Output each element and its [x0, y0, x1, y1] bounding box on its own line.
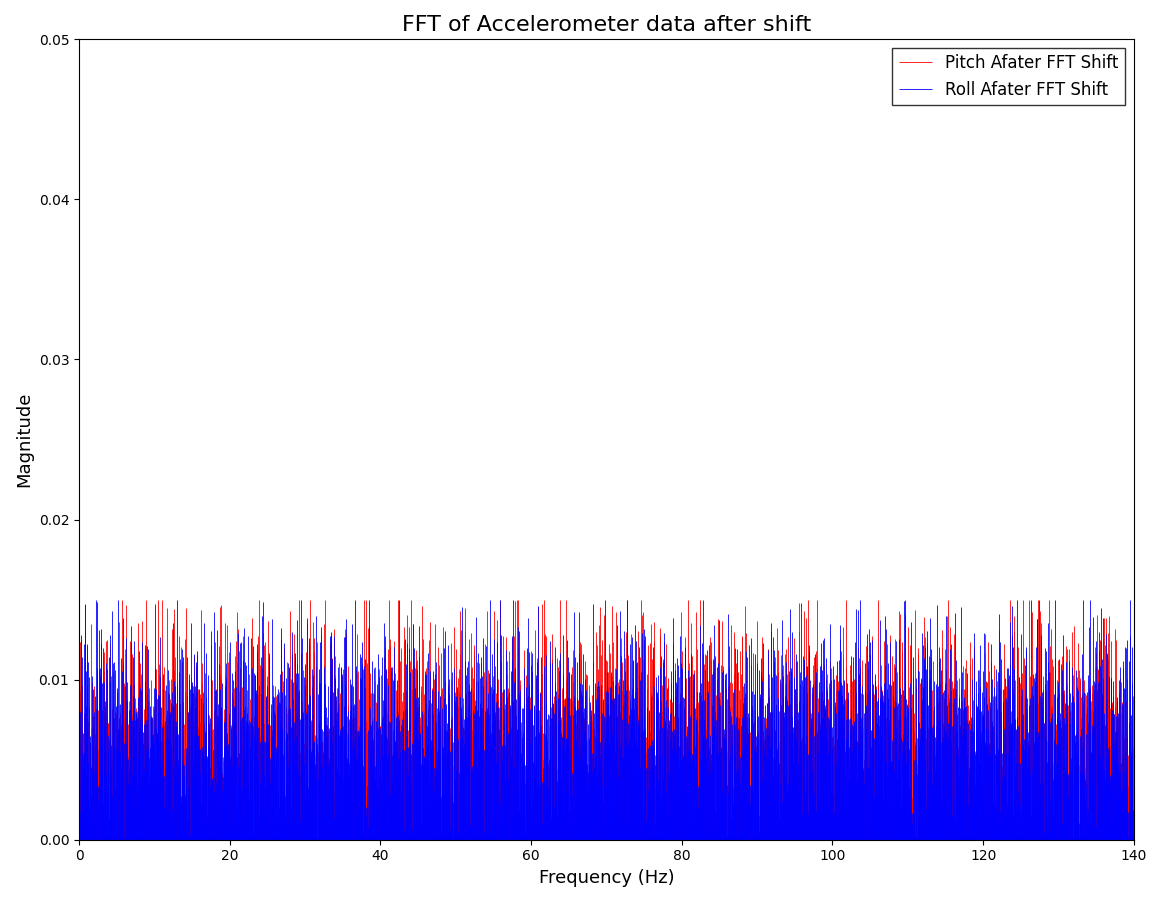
Legend: Pitch Afater FFT Shift, Roll Afater FFT Shift: Pitch Afater FFT Shift, Roll Afater FFT … — [892, 48, 1126, 106]
Y-axis label: Magnitude: Magnitude — [15, 391, 33, 487]
X-axis label: Frequency (Hz): Frequency (Hz) — [539, 869, 674, 887]
Title: FFT of Accelerometer data after shift: FFT of Accelerometer data after shift — [402, 15, 811, 35]
